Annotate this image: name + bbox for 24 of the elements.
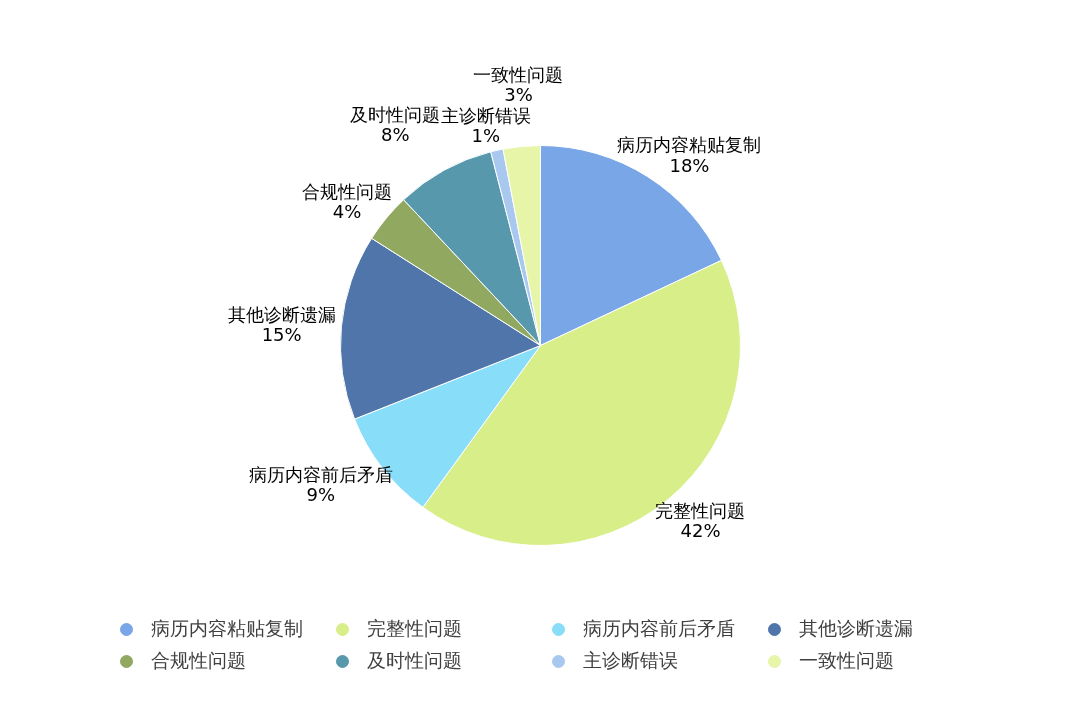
legend-label: 完整性问题 bbox=[367, 616, 463, 641]
data-label: 15% bbox=[261, 324, 302, 346]
legend-label: 病历内容前后矛盾 bbox=[583, 616, 736, 641]
slice-label: 合规性问题 bbox=[302, 181, 393, 203]
legend-label: 合规性问题 bbox=[151, 648, 247, 673]
slice-label: 主诊断错误 bbox=[440, 104, 531, 126]
data-label: 9% bbox=[306, 484, 336, 506]
slice-label: 病历内容前后矛盾 bbox=[248, 463, 393, 485]
legend-label: 病历内容粘贴复制 bbox=[151, 616, 304, 641]
slice-label: 一致性问题 bbox=[473, 63, 564, 85]
slice-label: 其他诊断遗漏 bbox=[227, 304, 336, 326]
slice-label: 完整性问题 bbox=[655, 499, 746, 521]
slice-label: 及时性问题 bbox=[350, 103, 441, 125]
slice-label: 病历内容粘贴复制 bbox=[617, 134, 762, 156]
data-label: 4% bbox=[332, 201, 362, 223]
legend-label: 其他诊断遗漏 bbox=[799, 616, 914, 641]
legend-label: 及时性问题 bbox=[367, 648, 463, 673]
data-label: 3% bbox=[504, 84, 533, 106]
data-label: 18% bbox=[669, 154, 710, 176]
data-label: 8% bbox=[381, 124, 410, 146]
legend-label: 主诊断错误 bbox=[583, 648, 679, 673]
legend-label: 一致性问题 bbox=[799, 648, 895, 673]
data-label: 1% bbox=[471, 124, 501, 146]
data-label: 42% bbox=[680, 519, 721, 541]
